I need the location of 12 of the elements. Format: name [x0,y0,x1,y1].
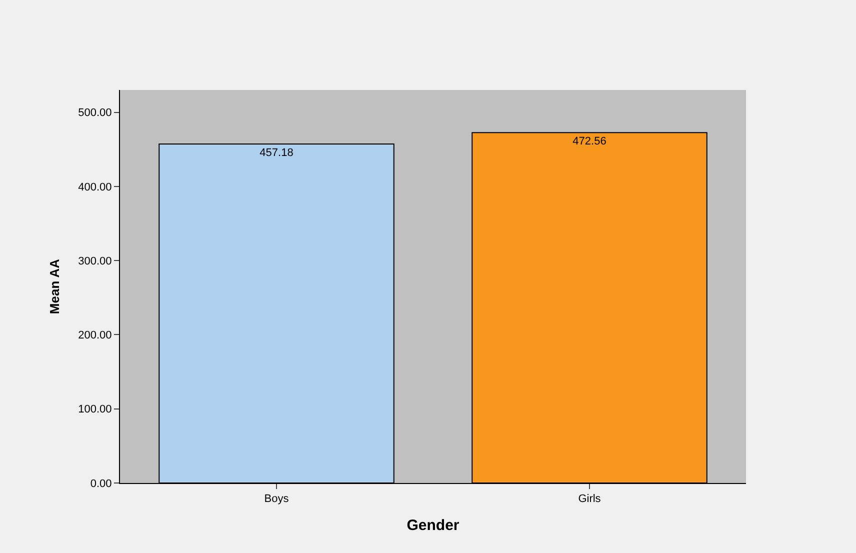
x-tick-label: Boys [264,493,290,506]
y-tick-label: 100.00 [78,404,112,416]
y-tick-label: 300.00 [78,255,112,268]
y-tick-label: 500.00 [78,107,112,120]
y-tick-label: 0.00 [90,478,112,490]
y-tick-label: 200.00 [78,330,112,342]
y-axis-title: Mean AA [47,258,62,314]
x-tick-label: Girls [578,493,602,506]
y-tick-label: 400.00 [78,181,112,194]
data-label: 472.56 [572,136,606,148]
data-label: 457.18 [260,147,294,159]
x-axis-title: Gender [406,517,460,534]
